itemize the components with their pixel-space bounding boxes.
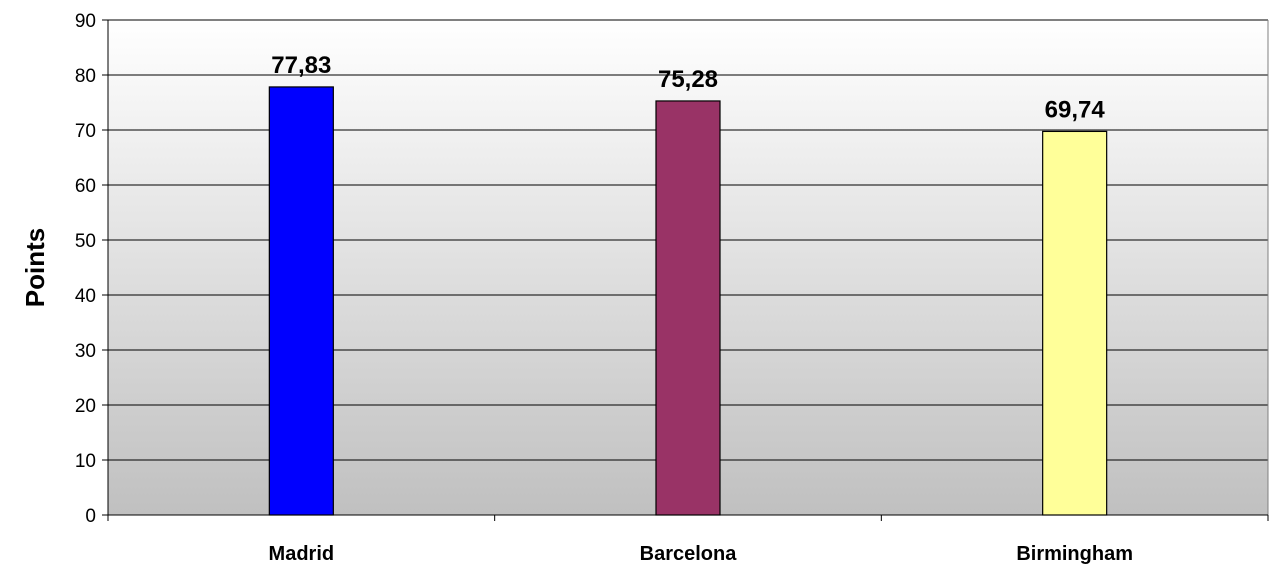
y-tick-label: 90 <box>75 11 96 32</box>
data-label-madrid: 77,83 <box>271 52 331 79</box>
bar-birmingham <box>1042 130 1108 516</box>
bars <box>268 86 1108 516</box>
y-tick-label: 10 <box>75 451 96 472</box>
bar-madrid <box>268 86 334 516</box>
data-labels: 77,83 75,28 69,74 <box>271 52 1105 123</box>
y-tick-label: 70 <box>75 121 96 142</box>
x-category-label-barcelona: Barcelona <box>640 543 738 565</box>
x-category-labels: Madrid Barcelona Birmingham <box>269 543 1133 565</box>
data-label-birmingham: 69,74 <box>1045 96 1106 123</box>
y-tick-label: 20 <box>75 396 96 417</box>
y-tick-label: 60 <box>75 176 96 197</box>
bar-barcelona <box>655 100 721 516</box>
y-tick-label: 0 <box>85 506 96 527</box>
y-axis-title: Points <box>20 228 50 307</box>
axes <box>102 19 1269 521</box>
data-label-barcelona: 75,28 <box>658 66 718 93</box>
x-category-label-birmingham: Birmingham <box>1016 543 1133 565</box>
y-tick-labels: 0 10 20 30 40 50 60 70 80 90 <box>75 11 96 527</box>
y-tick-label: 80 <box>75 66 96 87</box>
y-tick-label: 50 <box>75 231 96 252</box>
y-tick-label: 40 <box>75 286 96 307</box>
x-category-label-madrid: Madrid <box>269 543 335 565</box>
y-tick-label: 30 <box>75 341 96 362</box>
